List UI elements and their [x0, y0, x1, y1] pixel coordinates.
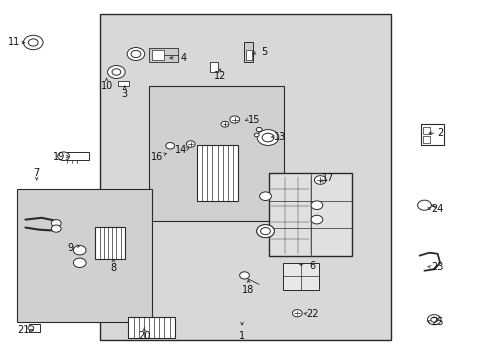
- Text: 8: 8: [110, 263, 116, 273]
- Circle shape: [165, 143, 174, 149]
- Text: 16: 16: [151, 152, 163, 162]
- Text: 7: 7: [34, 168, 40, 178]
- Bar: [420, 124, 443, 145]
- Circle shape: [23, 35, 43, 50]
- Circle shape: [239, 272, 249, 279]
- Bar: [422, 127, 429, 134]
- Text: 14: 14: [174, 145, 187, 156]
- Circle shape: [417, 200, 430, 210]
- Circle shape: [127, 48, 144, 60]
- Circle shape: [186, 141, 195, 147]
- Text: 5: 5: [261, 47, 266, 57]
- Bar: [118, 81, 129, 86]
- Text: 10: 10: [100, 81, 113, 91]
- Bar: [95, 227, 124, 259]
- Text: 3: 3: [122, 89, 127, 99]
- Circle shape: [257, 130, 278, 145]
- Circle shape: [73, 258, 86, 267]
- Text: 2: 2: [436, 128, 442, 138]
- Circle shape: [427, 315, 440, 325]
- Text: 9: 9: [68, 243, 74, 253]
- Text: 1: 1: [239, 330, 244, 341]
- Text: 22: 22: [306, 309, 319, 319]
- Circle shape: [58, 152, 69, 161]
- Bar: [66, 152, 89, 160]
- Circle shape: [256, 225, 274, 238]
- Bar: [149, 86, 283, 221]
- Bar: [268, 173, 351, 256]
- Text: 18: 18: [242, 285, 254, 295]
- Circle shape: [28, 326, 34, 330]
- Text: 12: 12: [213, 71, 226, 81]
- Circle shape: [229, 116, 239, 123]
- Text: 6: 6: [308, 261, 314, 271]
- Bar: [196, 145, 238, 201]
- Bar: [210, 62, 217, 72]
- Circle shape: [73, 246, 86, 255]
- Circle shape: [310, 201, 322, 210]
- Circle shape: [256, 225, 274, 238]
- Bar: [245, 50, 251, 60]
- Text: 4: 4: [180, 53, 186, 63]
- Bar: [422, 136, 429, 143]
- Circle shape: [292, 310, 302, 317]
- Circle shape: [51, 220, 61, 227]
- Circle shape: [28, 39, 38, 46]
- Circle shape: [131, 50, 141, 58]
- Bar: [100, 14, 390, 340]
- Text: 19: 19: [52, 152, 65, 162]
- Circle shape: [221, 121, 228, 127]
- Circle shape: [51, 225, 61, 232]
- Circle shape: [107, 66, 125, 78]
- Bar: [151, 50, 163, 60]
- Text: 17: 17: [322, 173, 334, 183]
- Circle shape: [256, 127, 262, 132]
- Text: 20: 20: [138, 330, 150, 341]
- Bar: [128, 317, 175, 338]
- Text: 24: 24: [430, 204, 443, 214]
- Bar: [244, 42, 253, 62]
- Circle shape: [112, 69, 121, 75]
- Circle shape: [314, 176, 325, 184]
- Text: 13: 13: [273, 132, 285, 142]
- Circle shape: [260, 228, 270, 235]
- Text: 15: 15: [247, 114, 260, 125]
- Circle shape: [430, 317, 437, 322]
- Text: 11: 11: [7, 37, 20, 48]
- Text: 25: 25: [430, 317, 443, 327]
- Bar: [17, 189, 151, 322]
- Circle shape: [262, 133, 273, 142]
- Bar: [29, 324, 40, 332]
- Bar: [282, 263, 319, 290]
- Bar: [149, 48, 178, 62]
- Text: 23: 23: [430, 262, 443, 272]
- Circle shape: [259, 192, 271, 201]
- Text: 21: 21: [17, 325, 30, 336]
- Circle shape: [310, 215, 322, 224]
- Circle shape: [254, 133, 259, 137]
